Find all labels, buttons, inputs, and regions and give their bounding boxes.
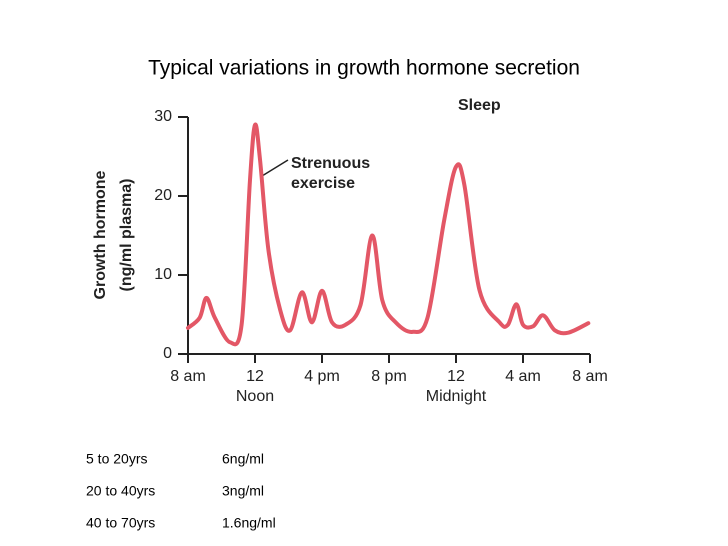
table-cell: 5 to 20yrs (86, 451, 147, 467)
y-axis-label: (ng/ml plasma) (118, 179, 135, 292)
table-cell: 3ng/ml (222, 483, 264, 499)
x-tick-label: 12 (246, 368, 264, 385)
table-cell: 40 to 70yrs (86, 515, 155, 531)
x-sublabel: Midnight (426, 388, 487, 405)
x-sublabel: Noon (236, 388, 274, 405)
table-cell: 20 to 40yrs (86, 483, 155, 499)
table-cell: 1.6ng/ml (222, 515, 276, 531)
x-tick-label: 12 (447, 368, 465, 385)
x-tick-label: 8 am (572, 368, 608, 385)
y-tick-label: 10 (154, 266, 172, 283)
annotation: Strenuous (291, 155, 370, 172)
slide-title: Typical variations in growth hormone sec… (148, 57, 580, 80)
x-tick-label: 8 am (170, 368, 206, 385)
table-cell: 6ng/ml (222, 451, 264, 467)
y-tick-label: 0 (163, 345, 172, 362)
y-axis-label: Growth hormone (92, 170, 109, 299)
y-tick-label: 20 (154, 187, 172, 204)
annotation: Sleep (458, 97, 501, 114)
annotation: exercise (291, 175, 355, 192)
x-tick-label: 4 am (505, 368, 541, 385)
x-tick-label: 8 pm (371, 368, 407, 385)
x-tick-label: 4 pm (304, 368, 340, 385)
data-line (186, 122, 591, 347)
y-tick-label: 30 (154, 108, 172, 125)
annotation-pointer (261, 159, 289, 177)
